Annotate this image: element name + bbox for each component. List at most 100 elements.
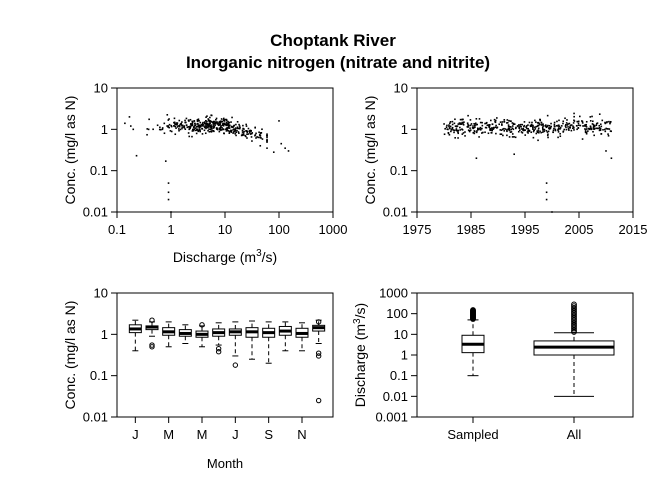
- p1-point: [453, 122, 456, 125]
- p0-point: [182, 126, 185, 128]
- p1-point: [532, 126, 534, 129]
- p0-point: [210, 114, 213, 117]
- p1-point: [452, 129, 455, 131]
- p0-point: [215, 117, 218, 120]
- p1-point: [598, 126, 601, 129]
- p1-point: [459, 126, 461, 129]
- p1-point: [577, 127, 580, 129]
- p0-point: [170, 211, 172, 213]
- p1-point: [533, 129, 535, 132]
- p1-point: [584, 129, 587, 131]
- p1-point: [517, 125, 519, 128]
- p1-point: [501, 128, 504, 131]
- p0-point: [228, 121, 231, 124]
- p1-point: [579, 115, 581, 118]
- p1-point: [566, 124, 569, 126]
- p1-point: [546, 114, 549, 117]
- p1-point: [451, 127, 454, 130]
- p1-point: [507, 124, 510, 126]
- p0-point: [261, 128, 263, 131]
- p1-point: [542, 125, 545, 127]
- p1-point: [488, 126, 491, 129]
- p1-y-tick-label: 10: [394, 81, 408, 96]
- p0-point: [232, 132, 234, 134]
- p1-point: [513, 153, 515, 156]
- p0-point: [196, 119, 199, 121]
- p1-point: [584, 128, 586, 130]
- p0-point: [232, 131, 235, 133]
- p1-point: [537, 124, 540, 127]
- p0-point: [272, 151, 275, 153]
- p2-x-axis-label: Month: [207, 456, 243, 471]
- p1-point: [513, 136, 515, 138]
- p0-point: [206, 126, 209, 129]
- p1-point: [519, 123, 522, 126]
- p0-point: [169, 130, 172, 132]
- p0-point: [215, 127, 218, 129]
- p0-point: [198, 124, 200, 126]
- p0-point: [251, 132, 254, 134]
- p1-point: [607, 128, 609, 130]
- p0-point: [188, 126, 191, 129]
- p1-point: [589, 125, 592, 128]
- p0-point: [219, 123, 221, 126]
- p1-point: [609, 121, 612, 124]
- p1-point: [501, 123, 503, 125]
- p0-y-tick-label: 0.1: [90, 163, 108, 178]
- p0-point: [167, 191, 170, 194]
- p0-point: [199, 124, 202, 127]
- p0-point: [146, 133, 148, 136]
- p1-point: [607, 134, 610, 137]
- p0-x-tick-label: 1000: [319, 222, 348, 237]
- p3-y-tick-label: 10: [394, 327, 408, 342]
- p1-point: [449, 127, 451, 130]
- p1-point: [489, 123, 491, 126]
- p1-point: [605, 150, 607, 152]
- p2-outlier: [232, 362, 239, 368]
- p1-point: [585, 123, 588, 126]
- p0-point: [211, 125, 213, 128]
- p0-point: [189, 125, 192, 128]
- p0-y-tick-label: 10: [94, 81, 108, 96]
- p1-point: [508, 127, 511, 130]
- p1-point: [481, 124, 484, 127]
- p1-point: [551, 211, 553, 213]
- p0-point: [214, 124, 216, 127]
- p0-point: [266, 134, 268, 137]
- p1-point: [474, 124, 477, 126]
- p0-point: [177, 128, 180, 130]
- p1-point: [506, 129, 508, 131]
- p1-point: [461, 128, 464, 131]
- p0-point: [221, 124, 224, 126]
- p0-point: [216, 128, 218, 130]
- p1-plot-frame: [416, 87, 634, 213]
- p2-x-tick-label: M: [163, 427, 174, 442]
- p1-point: [456, 125, 459, 127]
- p2-y-tick-label: 10: [94, 286, 108, 301]
- p0-point: [178, 125, 181, 128]
- p1-point: [604, 122, 607, 125]
- p1-point: [484, 131, 486, 134]
- p1-point: [557, 131, 560, 133]
- p0-point: [175, 127, 177, 129]
- p0-point: [186, 126, 189, 129]
- p0-point: [221, 127, 223, 129]
- p1-point: [474, 126, 476, 128]
- p1-point: [479, 121, 482, 124]
- p0-point: [158, 128, 161, 131]
- p1-point: [564, 117, 566, 120]
- p1-point: [539, 118, 541, 121]
- p0-point: [261, 138, 264, 140]
- p0-point: [233, 129, 236, 131]
- p0-point: [242, 124, 244, 127]
- p0-point: [234, 132, 236, 135]
- p0-point: [193, 128, 195, 131]
- p1-point: [595, 124, 598, 127]
- p1-point: [568, 122, 571, 125]
- p1-point: [478, 136, 480, 138]
- p0-point: [146, 128, 149, 130]
- p1-point: [530, 131, 533, 134]
- p1-point: [513, 123, 516, 125]
- p1-point: [518, 127, 521, 130]
- p1-point: [504, 128, 507, 130]
